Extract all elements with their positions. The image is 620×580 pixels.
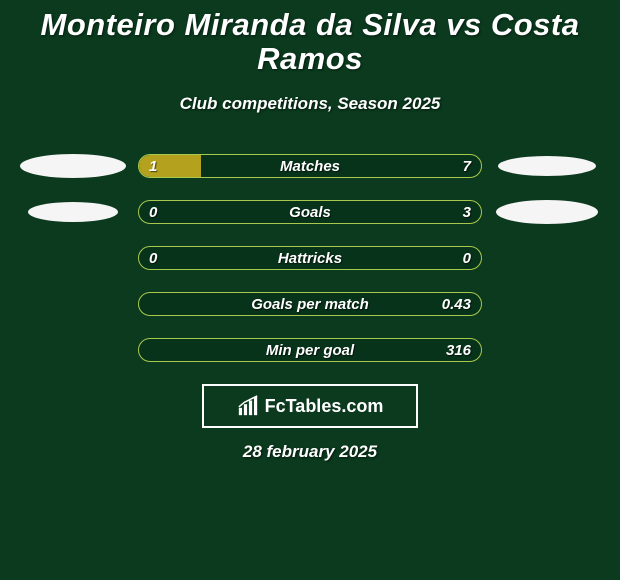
page-title: Monteiro Miranda da Silva vs Costa Ramos <box>0 8 620 76</box>
stat-label: Hattricks <box>139 247 481 269</box>
decor-left <box>18 292 128 316</box>
decor-right <box>492 338 602 362</box>
decor-left <box>18 154 128 178</box>
stat-value-right: 0 <box>463 247 471 269</box>
ellipse-icon <box>28 202 118 222</box>
stat-bar: Goals per match0.43 <box>138 292 482 316</box>
stat-row: Goals per match0.43 <box>0 292 620 316</box>
stat-bar: Min per goal316 <box>138 338 482 362</box>
stat-row: 0Goals3 <box>0 200 620 224</box>
stat-label: Goals per match <box>139 293 481 315</box>
stat-bar: 0Hattricks0 <box>138 246 482 270</box>
stat-value-right: 7 <box>463 155 471 177</box>
stat-label: Goals <box>139 201 481 223</box>
stat-row: Min per goal316 <box>0 338 620 362</box>
decor-left <box>18 246 128 270</box>
stat-row: 1Matches7 <box>0 154 620 178</box>
stats-rows: 1Matches70Goals30Hattricks0Goals per mat… <box>0 154 620 362</box>
subtitle: Club competitions, Season 2025 <box>0 94 620 114</box>
stat-value-left: 1 <box>149 155 157 177</box>
stat-row: 0Hattricks0 <box>0 246 620 270</box>
stat-value-right: 0.43 <box>442 293 471 315</box>
logo-box: FcTables.com <box>202 384 418 428</box>
decor-right <box>492 292 602 316</box>
stat-label: Min per goal <box>139 339 481 361</box>
decor-left <box>18 200 128 224</box>
stat-bar: 0Goals3 <box>138 200 482 224</box>
stat-value-right: 316 <box>446 339 471 361</box>
ellipse-icon <box>20 154 126 178</box>
date-label: 28 february 2025 <box>0 442 620 462</box>
barchart-icon <box>237 395 259 417</box>
stat-bar: 1Matches7 <box>138 154 482 178</box>
stat-value-left: 0 <box>149 201 157 223</box>
stat-value-left: 0 <box>149 247 157 269</box>
decor-right <box>492 200 602 224</box>
ellipse-icon <box>496 200 598 224</box>
stat-value-right: 3 <box>463 201 471 223</box>
decor-right <box>492 154 602 178</box>
ellipse-icon <box>498 156 596 176</box>
infographic-container: Monteiro Miranda da Silva vs Costa Ramos… <box>0 0 620 462</box>
decor-left <box>18 338 128 362</box>
logo-text: FcTables.com <box>265 396 384 417</box>
decor-right <box>492 246 602 270</box>
